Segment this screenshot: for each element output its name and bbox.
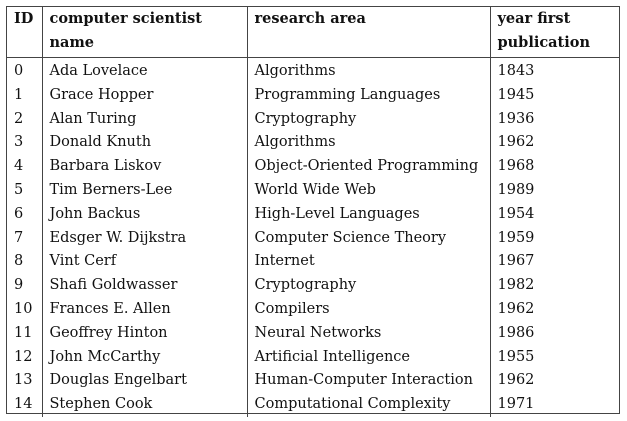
cell-name: Stephen Cook: [41, 393, 247, 417]
table-row: 7 Edsger W. Dijkstra Computer Science Theo…: [7, 226, 619, 251]
cell-year: 1962: [489, 131, 619, 156]
cell-research-area: Internet: [246, 250, 490, 275]
table-row: 3 Donald Knuth Algorithms 1962: [7, 131, 619, 156]
table-row: 5 Tim Berners-Lee World Wide Web 1989: [7, 178, 619, 203]
cell-name: Ada Lovelace: [41, 57, 247, 84]
cell-id: 13: [14, 372, 33, 389]
cell-id: 10: [14, 300, 33, 317]
cell-name: Frances E. Allen: [41, 297, 247, 322]
cell-year: 1986: [489, 321, 619, 346]
cell-year: 1945: [489, 83, 619, 108]
table-row: 9 Shafi Goldwasser Cryptography 1982: [7, 274, 619, 298]
cell-year: 1971: [489, 393, 619, 417]
table-row: 11 Geoffrey Hinton Neural Networks 1986: [7, 321, 619, 346]
cell-research-area: Cryptography: [246, 274, 490, 298]
cell-id: 6: [14, 205, 24, 222]
table-row: 10 Frances E. Allen Compilers 1962: [7, 297, 619, 322]
table-header: ID computer scientist name research area…: [7, 7, 619, 58]
cell-research-area: Human-Computer Interaction: [246, 369, 490, 394]
cell-year: 1959: [489, 226, 619, 251]
cell-year: 1843: [489, 57, 619, 84]
cell-research-area: World Wide Web: [246, 178, 490, 203]
cell-year: 1982: [489, 274, 619, 298]
cell-research-area: Cryptography: [246, 107, 490, 132]
table-row: 0 Ada Lovelace Algorithms 1843: [7, 57, 619, 84]
cell-year: 1962: [489, 369, 619, 394]
cell-research-area: Artificial Intelligence: [246, 345, 490, 370]
header-name: computer scientist name: [41, 7, 247, 58]
table-row: 4 Barbara Liskov Object-Oriented Programmi…: [7, 155, 619, 179]
cell-id: 0: [14, 63, 24, 79]
cell-id: 12: [14, 348, 33, 365]
cell-research-area: Programming Languages: [246, 83, 490, 108]
cell-name: Barbara Liskov: [41, 155, 247, 179]
cell-id: 5: [14, 181, 24, 198]
table-row: 8 Vint Cerf Internet 1967: [7, 250, 619, 275]
cell-name: Edsger W. Dijkstra: [41, 226, 247, 251]
cell-year: 1962: [489, 297, 619, 322]
cell-name: John McCarthy: [41, 345, 247, 370]
cell-year: 1954: [489, 202, 619, 227]
table-body: 0 Ada Lovelace Algorithms 1843 1 Grace Hopper…: [7, 57, 619, 417]
cell-id: 1: [14, 86, 24, 103]
header-research-area: research area: [246, 7, 490, 58]
cell-name: Alan Turing: [41, 107, 247, 132]
table-row: 2 Alan Turing Cryptography 1936: [7, 107, 619, 132]
cell-research-area: Algorithms: [246, 57, 490, 84]
cell-name: Grace Hopper: [41, 83, 247, 108]
cell-id: 14: [14, 396, 33, 413]
cell-id: 11: [14, 324, 33, 341]
cell-name: Geoffrey Hinton: [41, 321, 247, 346]
cell-id: 7: [14, 229, 24, 246]
cell-year: 1967: [489, 250, 619, 275]
cell-name: Tim Berners-Lee: [41, 178, 247, 203]
table-row: 14 Stephen Cook Computational Complexity 19…: [7, 393, 619, 417]
scientists-table: ID computer scientist name research area…: [7, 7, 619, 417]
table-row: 12 John McCarthy Artificial Intelligence 19…: [7, 345, 619, 370]
scientists-table-frame: ID computer scientist name research area…: [6, 6, 620, 417]
cell-name: John Backus: [41, 202, 247, 227]
cell-name: Vint Cerf: [41, 250, 247, 275]
cell-research-area: Compilers: [246, 297, 490, 322]
cell-research-area: Algorithms: [246, 131, 490, 156]
cell-year: 1936: [489, 107, 619, 132]
table-row: 1 Grace Hopper Programming Languages 1945: [7, 83, 619, 108]
header-year: year first publication: [489, 7, 619, 58]
cell-research-area: Neural Networks: [246, 321, 490, 346]
cell-id: 8: [14, 253, 24, 270]
cell-year: 1955: [489, 345, 619, 370]
cell-research-area: High-Level Languages: [246, 202, 490, 227]
cell-name: Shafi Goldwasser: [41, 274, 247, 298]
cell-id: 4: [14, 158, 24, 175]
cell-id: 3: [14, 134, 24, 151]
cell-id: 2: [14, 110, 24, 127]
cell-research-area: Computational Complexity: [246, 393, 490, 417]
cell-name: Donald Knuth: [41, 131, 247, 156]
cell-year: 1989: [489, 178, 619, 203]
table-row: 13 Douglas Engelbart Human-Computer Intera…: [7, 369, 619, 394]
table-row: 6 John Backus High-Level Languages 1954: [7, 202, 619, 227]
cell-year: 1968: [489, 155, 619, 179]
cell-id: 9: [14, 277, 24, 294]
cell-research-area: Computer Science Theory: [246, 226, 490, 251]
header-row: ID computer scientist name research area…: [7, 7, 619, 58]
cell-name: Douglas Engelbart: [41, 369, 247, 394]
header-id: ID: [7, 7, 42, 58]
cell-research-area: Object-Oriented Programming: [246, 155, 490, 179]
